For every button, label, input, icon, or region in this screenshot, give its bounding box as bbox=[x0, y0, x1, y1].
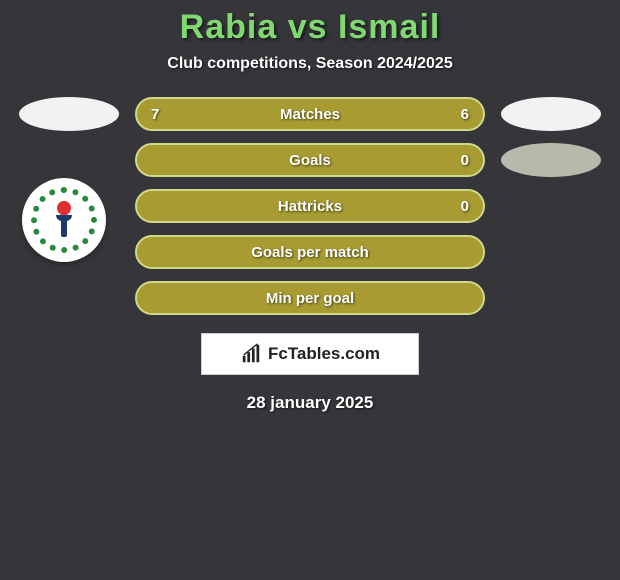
left-team-logo-ring bbox=[31, 187, 97, 253]
stat-pill-matches: 7 Matches 6 bbox=[135, 97, 485, 131]
comparison-card: Rabia vs Ismail Club competitions, Seaso… bbox=[0, 0, 620, 580]
stat-row: 7 Matches 6 bbox=[0, 97, 620, 131]
torch-icon bbox=[55, 203, 73, 237]
stat-right-value: 0 bbox=[461, 198, 469, 215]
stat-pill-hattricks: Hattricks 0 bbox=[135, 189, 485, 223]
branding-text: FcTables.com bbox=[268, 344, 380, 364]
date-label: 28 january 2025 bbox=[0, 393, 620, 413]
stat-row: Min per goal bbox=[0, 281, 620, 315]
stat-label: Min per goal bbox=[266, 290, 354, 307]
stat-pill-gpm: Goals per match bbox=[135, 235, 485, 269]
branding-badge[interactable]: FcTables.com bbox=[201, 333, 419, 375]
stat-pill-mpg: Min per goal bbox=[135, 281, 485, 315]
chart-icon bbox=[240, 343, 262, 365]
right-team-ellipse-top bbox=[501, 97, 601, 131]
left-team-ellipse bbox=[19, 97, 119, 131]
left-team-logo bbox=[22, 178, 106, 262]
stat-right-value: 6 bbox=[461, 106, 469, 123]
subtitle: Club competitions, Season 2024/2025 bbox=[0, 55, 620, 73]
stat-row: Goals 0 bbox=[0, 143, 620, 177]
page-title: Rabia vs Ismail bbox=[0, 8, 620, 47]
stat-label: Hattricks bbox=[278, 198, 342, 215]
stat-label: Goals bbox=[289, 152, 331, 169]
stat-right-value: 0 bbox=[461, 152, 469, 169]
right-team-ellipse bbox=[501, 143, 601, 177]
stat-label: Goals per match bbox=[251, 244, 369, 261]
stat-label: Matches bbox=[280, 106, 340, 123]
stat-pill-goals: Goals 0 bbox=[135, 143, 485, 177]
stat-left-value: 7 bbox=[151, 106, 159, 123]
